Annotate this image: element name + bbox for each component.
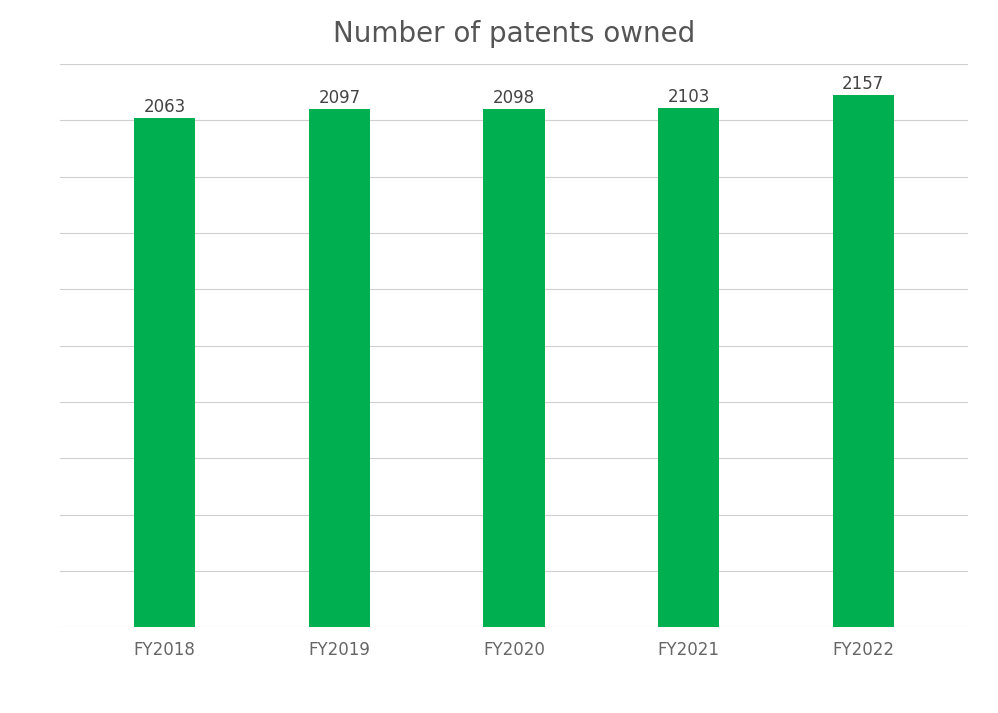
Text: 2157: 2157: [842, 75, 884, 93]
Text: 2063: 2063: [144, 98, 186, 116]
Bar: [308, 109, 370, 627]
Bar: [134, 118, 196, 627]
Text: 2103: 2103: [668, 88, 710, 106]
Bar: [483, 109, 545, 627]
Title: Number of patents owned: Number of patents owned: [333, 20, 695, 48]
Bar: [832, 95, 894, 627]
Bar: [658, 108, 720, 627]
Text: 2097: 2097: [318, 89, 360, 108]
Text: 2098: 2098: [493, 89, 535, 107]
